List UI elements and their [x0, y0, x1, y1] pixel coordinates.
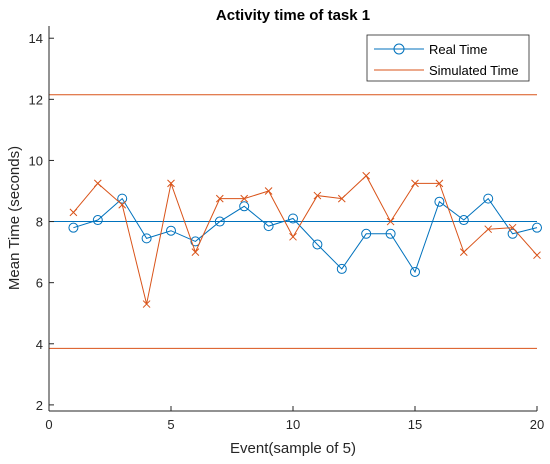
y-tick-label: 14: [29, 31, 43, 46]
simulated-time-point: [386, 217, 395, 226]
legend-box: [366, 34, 530, 82]
real-time-point: [458, 215, 469, 226]
real-time-point: [336, 263, 347, 274]
simulated-time-point: [337, 194, 346, 203]
simulated-time-point: [69, 208, 78, 217]
simulated-time-point: [118, 200, 127, 209]
y-tick-label: 12: [29, 92, 43, 107]
y-axis-label: Mean Time (seconds): [6, 146, 23, 290]
real-time-point: [239, 201, 250, 212]
legend-simulated-time-label: Simulated Time: [429, 63, 519, 78]
x-tick-label: 20: [530, 417, 544, 432]
y-tick-label: 2: [36, 398, 43, 413]
real-time-point: [312, 239, 323, 250]
real-time-point: [141, 233, 152, 244]
simulated-time-point: [362, 171, 371, 180]
simulated-time-point: [435, 179, 444, 188]
real-time-point: [288, 213, 298, 224]
legend-real-time-marker: [393, 43, 405, 55]
real-time-point: [117, 193, 128, 204]
real-time-point: [68, 222, 79, 233]
real-time-point: [410, 266, 420, 277]
simulated-time-point: [533, 251, 541, 260]
real-time-point: [263, 221, 274, 232]
real-time-point: [166, 225, 176, 236]
simulated-time-point: [240, 194, 249, 203]
simulated-time-point: [93, 179, 102, 188]
simulated-time-point: [142, 300, 151, 308]
legend: Real Time Simulated Time: [366, 34, 530, 82]
plot-area: [49, 94, 542, 349]
simulated-time-point: [289, 232, 297, 241]
real-time-point: [361, 228, 372, 239]
simulated-time-point: [484, 225, 493, 234]
axes: 0 5 10 15 20 2 4 6 8 10 12 14: [29, 26, 544, 432]
real-time-point: [507, 228, 518, 239]
simulated-time-point: [215, 194, 224, 203]
x-axis-label: Event(sample of 5): [230, 440, 356, 457]
real-time-point: [483, 193, 494, 204]
simulated-time-point: [264, 187, 273, 195]
y-tick-label: 4: [36, 337, 43, 352]
legend-real-time-label: Real Time: [429, 42, 488, 57]
y-tick-label: 10: [29, 153, 43, 168]
real-time-point: [214, 216, 225, 227]
real-time-point: [532, 222, 542, 233]
x-tick-label: 5: [167, 417, 174, 432]
x-tick-label: 10: [286, 417, 300, 432]
x-tick-label: 15: [408, 417, 422, 432]
chart-title: Activity time of task 1: [216, 7, 370, 24]
simulated-time-point: [167, 179, 175, 188]
real-time-point: [92, 215, 103, 226]
simulated-time-point: [191, 248, 200, 256]
real-time-point: [434, 196, 445, 207]
y-tick-label: 8: [36, 215, 43, 230]
x-tick-label: 0: [45, 417, 52, 432]
y-tick-label: 6: [36, 276, 43, 291]
simulated-time-point: [459, 248, 468, 256]
simulated-time-line: [73, 174, 538, 305]
simulated-time-point: [411, 179, 419, 188]
simulated-time-point: [313, 191, 322, 200]
simulated-time-point: [508, 223, 517, 232]
real-time-point: [385, 228, 396, 239]
